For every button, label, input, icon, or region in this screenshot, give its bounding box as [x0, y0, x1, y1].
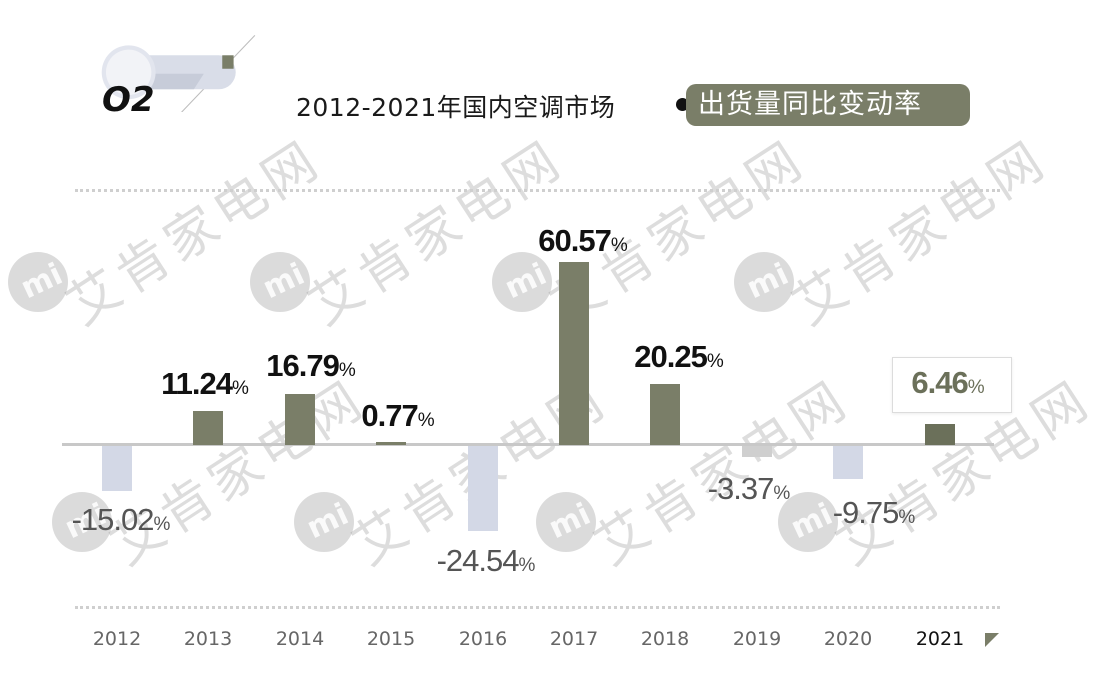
x-label-2015: 2015 [366, 628, 416, 650]
bar-2014 [285, 394, 315, 445]
section-number: O2 [102, 80, 155, 120]
value-label-2015: 0.77% [361, 398, 435, 433]
value-label-2021: 6.46% [911, 365, 985, 400]
top-divider [75, 189, 1000, 192]
zero-axis-line [62, 443, 994, 446]
legend-marker-icon [676, 98, 689, 111]
value-label-2017: 60.57% [538, 223, 628, 258]
x-label-2019: 2019 [732, 628, 782, 650]
value-label-2016: -24.54% [436, 543, 536, 578]
bar-2013 [193, 411, 223, 445]
bar-2012 [102, 446, 132, 491]
bar-2018 [650, 384, 680, 445]
value-label-2013: 11.24% [161, 366, 249, 401]
x-label-2013: 2013 [183, 628, 233, 650]
value-label-2018: 20.25% [634, 339, 724, 374]
bar-2015 [376, 442, 406, 445]
chart-title: 2012-2021年国内空调市场 [296, 93, 616, 122]
x-label-2016: 2016 [458, 628, 508, 650]
x-label-2017: 2017 [549, 628, 599, 650]
legend-label: 出货量同比变动率 [686, 84, 970, 126]
value-label-2019: -3.37% [707, 471, 791, 506]
highlight-box [892, 357, 1012, 413]
x-label-2012: 2012 [92, 628, 142, 650]
section-badge [101, 35, 256, 112]
value-label-2012: -15.02% [71, 502, 171, 537]
bar-2016 [468, 446, 498, 531]
value-label-2020: -9.75% [832, 495, 916, 530]
value-label-2014: 16.79% [266, 348, 356, 383]
bottom-divider [75, 606, 1000, 609]
bar-2019 [742, 446, 772, 457]
bar-2017 [559, 262, 589, 445]
x-label-2021: 2021 [915, 628, 965, 650]
bar-2021 [925, 424, 955, 445]
bar-2020 [833, 446, 863, 479]
x-label-2018: 2018 [640, 628, 690, 650]
x-label-2014: 2014 [275, 628, 325, 650]
current-year-marker-icon [985, 633, 999, 647]
x-label-2020: 2020 [823, 628, 873, 650]
